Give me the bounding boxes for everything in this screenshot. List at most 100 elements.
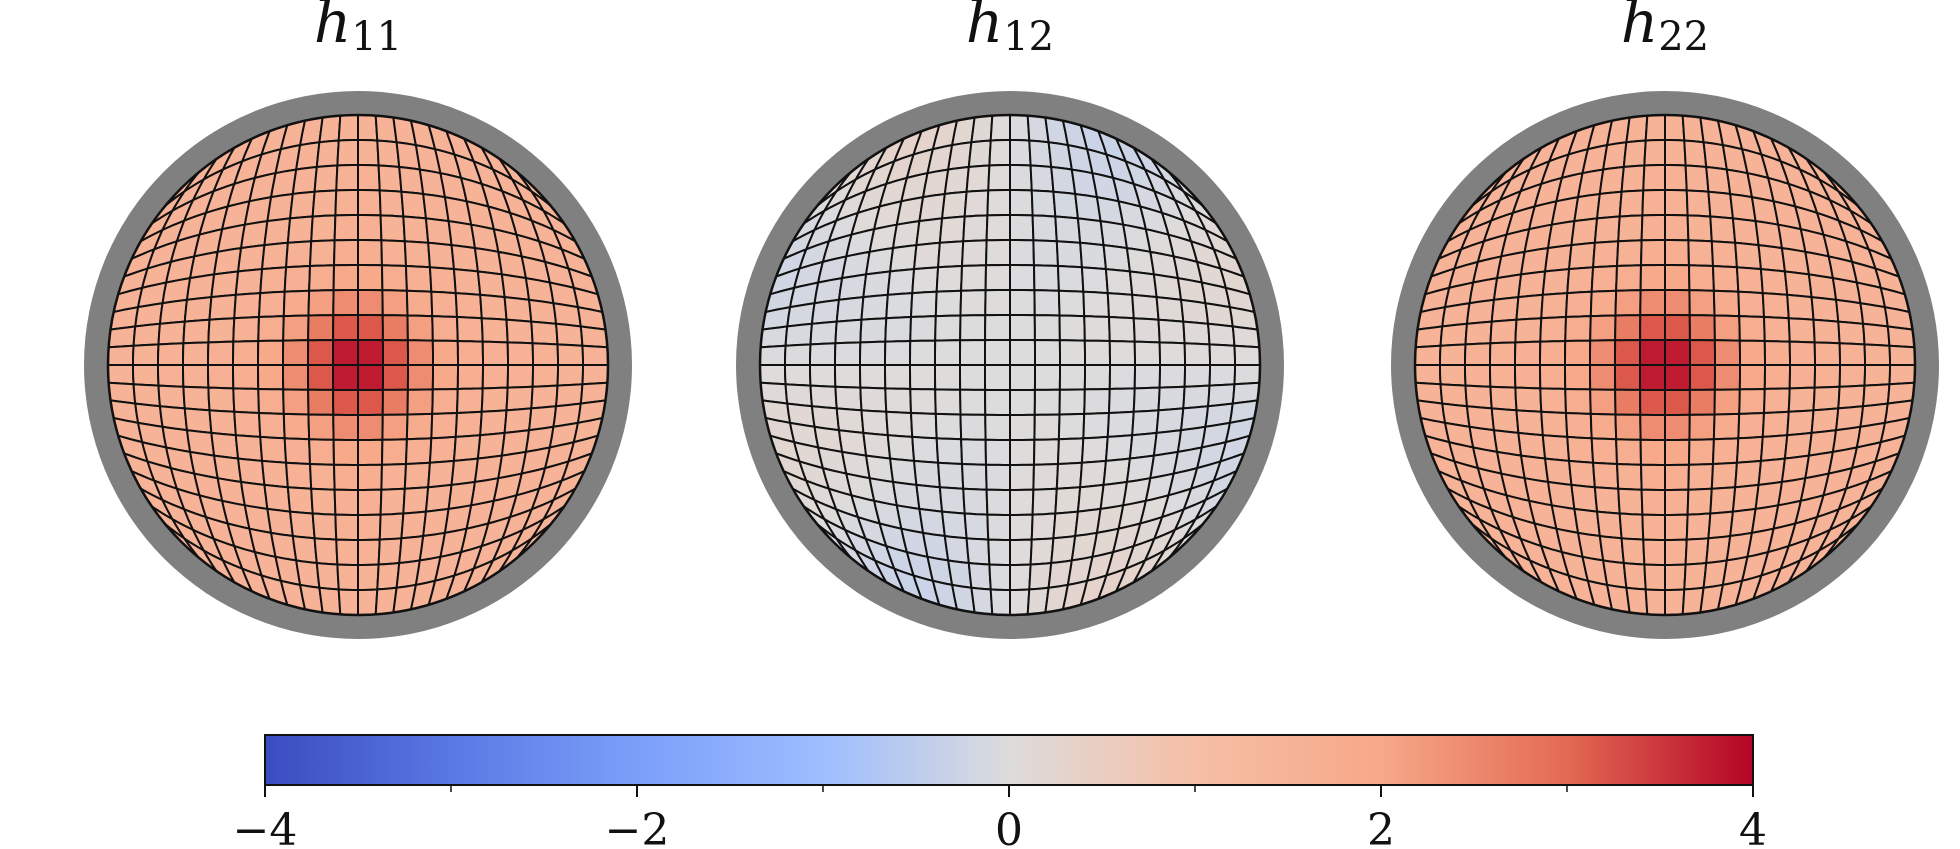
mesh-cell <box>318 586 342 615</box>
mesh-cell <box>1643 139 1666 167</box>
mesh-cell <box>984 264 1011 292</box>
mesh-cell <box>402 486 430 515</box>
mesh-cell <box>989 588 1011 615</box>
mesh-cell <box>1155 407 1185 435</box>
mesh-cell <box>862 431 892 460</box>
mesh-cell <box>947 559 973 589</box>
mesh-cell <box>357 563 380 591</box>
mesh-cell <box>934 388 962 416</box>
mesh-cell <box>1590 437 1619 466</box>
mesh-cell <box>940 190 968 220</box>
mesh-cell <box>335 538 359 566</box>
mesh-cell <box>1593 215 1621 244</box>
mesh-cell <box>430 290 459 319</box>
mesh-cell <box>333 214 359 242</box>
mesh-cell <box>406 364 434 391</box>
mesh-cell <box>1464 384 1493 410</box>
mesh-cell <box>1539 364 1567 391</box>
mesh-cell <box>431 339 459 366</box>
mesh-cell <box>1664 588 1686 615</box>
mesh-cell <box>1514 364 1542 390</box>
domain-boundary <box>106 113 610 617</box>
mesh-cell <box>307 413 335 441</box>
mesh-cell <box>934 289 963 318</box>
mesh-cell <box>1640 214 1666 242</box>
panel-h11: h11 <box>84 0 632 639</box>
mesh-cell <box>1441 302 1471 328</box>
mesh-cell <box>1886 325 1915 349</box>
mesh-cell <box>456 339 484 366</box>
mesh-cell <box>259 435 288 464</box>
mesh-cell <box>1464 320 1493 346</box>
mesh-cell <box>1589 314 1617 342</box>
mesh-cell <box>1615 438 1643 466</box>
mesh-cell <box>1009 413 1036 441</box>
mesh-cell <box>1838 342 1866 366</box>
mesh-cell <box>967 561 992 591</box>
mesh-cell <box>315 139 340 169</box>
mesh-cell <box>1076 483 1105 513</box>
mesh-cell <box>1614 289 1642 317</box>
mesh-cell <box>379 214 406 243</box>
mesh-cell <box>1735 266 1764 295</box>
mesh-cell <box>1157 318 1186 345</box>
mesh-cell <box>1639 413 1666 441</box>
mesh-cell <box>183 407 213 435</box>
mesh-cell <box>1837 320 1866 346</box>
mesh-cell <box>318 115 342 144</box>
mesh-cell <box>357 538 381 566</box>
mesh-cell <box>963 189 990 218</box>
mesh-cell <box>257 290 286 319</box>
mesh-cell <box>1132 386 1161 413</box>
mesh-cell <box>232 364 260 391</box>
mesh-cell <box>1490 407 1520 435</box>
mesh-cell <box>210 431 240 460</box>
mesh-cell <box>1686 214 1713 243</box>
mesh-cell <box>1734 459 1762 489</box>
mesh-cell <box>864 246 895 276</box>
mesh-cell <box>234 434 264 462</box>
mesh-cell <box>885 292 914 320</box>
mesh-cell <box>357 289 384 317</box>
mesh-cell <box>185 273 216 301</box>
mesh-cell <box>1788 364 1816 390</box>
mesh-cell <box>332 314 359 342</box>
mesh-cell <box>506 364 534 389</box>
mesh-cell <box>1033 314 1061 342</box>
mesh-cell <box>909 411 938 440</box>
mesh-cell <box>1515 293 1544 321</box>
mesh-cell <box>308 264 336 292</box>
mesh-cell <box>967 139 992 169</box>
mesh-cell <box>984 463 1011 491</box>
mesh-cell <box>1590 264 1619 293</box>
mesh-cell <box>1032 438 1060 466</box>
mesh-cell <box>1641 513 1666 541</box>
mesh-cell <box>937 461 965 490</box>
mesh-cell <box>1056 437 1085 466</box>
mesh-cell <box>332 264 359 292</box>
mesh-cell <box>261 459 289 489</box>
mesh-cell <box>581 344 608 366</box>
mesh-cell <box>1057 412 1086 441</box>
mesh-cell <box>884 315 913 343</box>
mesh-cell <box>182 364 210 389</box>
mesh-cell <box>987 164 1011 192</box>
mesh-cell <box>1861 322 1891 347</box>
mesh-cell <box>378 512 405 541</box>
mesh-cell <box>1564 411 1593 440</box>
mesh-cell <box>334 189 359 217</box>
mesh-cell <box>1540 410 1569 438</box>
mesh-cell <box>282 289 311 318</box>
mesh-cell <box>1688 388 1716 416</box>
mesh-cell <box>505 318 534 345</box>
mesh-cell <box>1625 115 1649 144</box>
mesh-cell <box>1108 364 1136 391</box>
mesh-cell <box>233 410 262 438</box>
mesh-cell <box>1813 341 1841 366</box>
mesh-cell <box>357 513 382 541</box>
mesh-cell <box>527 298 558 325</box>
mesh-cell <box>1131 409 1160 437</box>
mesh-cell <box>1640 488 1666 516</box>
mesh-cell <box>108 364 135 386</box>
mesh-cell <box>1009 513 1034 541</box>
